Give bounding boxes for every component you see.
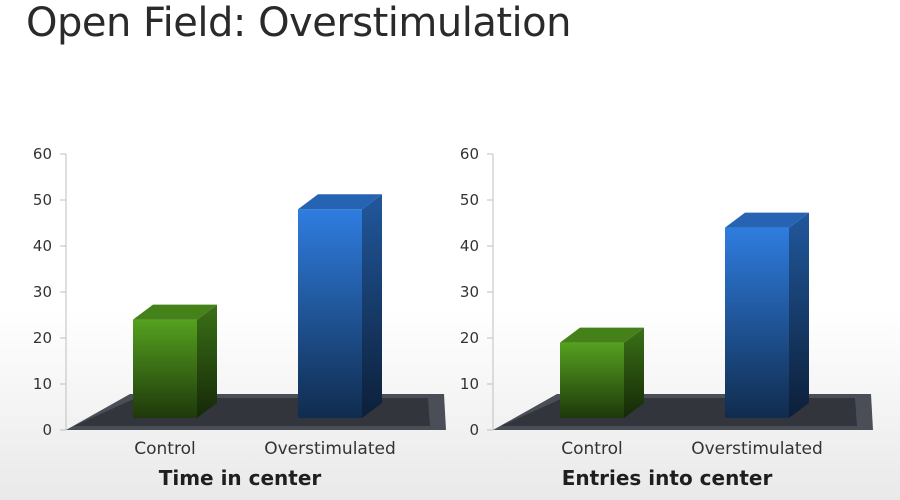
chart1-y-tick-label: 60 — [33, 145, 52, 163]
chart-time-in-center: 0 10 20 30 40 50 60 Control Overstimulated Time i… — [33, 145, 446, 490]
chart2-category-label: Control — [561, 439, 622, 459]
chart1-bar-front — [298, 209, 362, 418]
chart2-y-tick-label: 60 — [460, 145, 479, 163]
chart1-y-tick-label: 40 — [33, 237, 52, 255]
chart2-bar-front — [725, 227, 789, 418]
chart1-y-tick-label: 10 — [33, 375, 52, 393]
chart2-bar-side — [789, 212, 809, 418]
chart2-y-tick-label: 50 — [460, 191, 479, 209]
chart2-y-tick-label: 10 — [460, 375, 479, 393]
chart2-bar-control — [560, 327, 644, 418]
chart2-bar-side — [624, 327, 644, 418]
chart1-bar-side — [362, 194, 382, 418]
chart1-category-label: Overstimulated — [264, 439, 396, 459]
chart2-y-tick-label: 40 — [460, 237, 479, 255]
chart1-y-tick-label: 20 — [33, 329, 52, 347]
chart1-bar-top — [298, 194, 382, 210]
chart1-bar-top — [133, 304, 217, 320]
chart2-category-label: Overstimulated — [691, 439, 823, 459]
chart1-bar-side — [197, 304, 217, 418]
chart1-y-tick-label: 30 — [33, 283, 52, 301]
chart1-bar-overstimulated — [298, 194, 382, 418]
chart-entries-into-center: 0 10 20 30 40 50 60 Control Overstimulated Entrie… — [460, 145, 873, 490]
chart2-y-tick-label: 20 — [460, 329, 479, 347]
chart2-bar-top — [560, 327, 644, 343]
chart1-y-tick-label: 50 — [33, 191, 52, 209]
chart2-x-axis-title: Entries into center — [562, 466, 773, 490]
chart2-y-tick-label: 30 — [460, 283, 479, 301]
chart1-bar-front — [133, 319, 197, 418]
chart1-bar-control — [133, 304, 217, 418]
chart1-x-axis-title: Time in center — [159, 466, 322, 490]
chart1-category-label: Control — [134, 439, 195, 459]
chart1-y-tick-label: 0 — [42, 421, 52, 439]
chart2-bar-front — [560, 342, 624, 418]
chart2-bar-overstimulated — [725, 212, 809, 418]
slide-title: Open Field: Overstimulation — [26, 0, 571, 46]
chart2-y-tick-label: 0 — [469, 421, 479, 439]
chart2-bar-top — [725, 212, 809, 228]
